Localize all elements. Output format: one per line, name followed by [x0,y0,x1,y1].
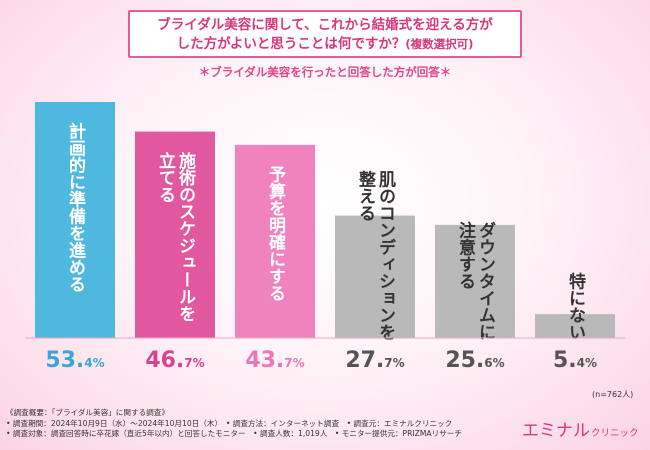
footer-line-3: • 調査対象：調査回答時に卒花嫁（直近5年以内）と回答したモニター • 調査人数… [6,429,462,438]
title-suffix: (複数選択可) [405,37,474,51]
bar-1 [35,102,115,338]
footer-line-2: • 調査期間：2024年10月9日（水）〜2024年10月10日（木） • 調査… [6,418,453,428]
bar-label-2-1: 施術のスケジュールを [175,151,197,322]
bar-4 [335,215,415,338]
bar-label-4-1: 肌のコンディションを [375,170,396,340]
title-line-1: ブライダル美容に関して、これから結婚式を迎える方が [157,17,493,33]
logo-main: エミナル [522,421,590,441]
title-line-2: した方がよいと思うことは何ですか？(複数選択可) [130,35,520,54]
bar-2 [135,131,215,338]
value-label-3: 43.7% [245,348,304,373]
logo-sub: クリニック [591,428,639,439]
value-label-5: 25.6% [445,348,504,373]
footer-line-1: 《調査概要：「ブライダル美容」に関する調査》 [6,408,169,417]
bar-label-1-1: 計画的に準備を進める [65,121,86,292]
survey-footer: 《調査概要：「ブライダル美容」に関する調査》 • 調査期間：2024年10月9日… [6,408,526,440]
title-line-2-main: した方がよいと思うことは何ですか？ [176,36,406,52]
value-label-6: 5.4% [553,348,597,373]
bar-label-2-2: 立てる [155,151,176,203]
value-label-4: 27.7% [345,348,404,373]
bar-label-6-1: 特にない [565,271,586,340]
bar-label-5-1: ダウンタイムに [475,220,496,340]
chart-title-box: ブライダル美容に関して、これから結婚式を迎える方が した方がよいと思うことは何で… [128,10,522,58]
respondent-note: ＊ブライダル美容を行ったと回答した方が回答＊ [198,65,452,79]
bar-label-5-2: 注意する [455,220,476,289]
bar-3 [235,144,315,338]
value-label-2: 46.7% [145,348,204,373]
value-label-1: 53.4% [45,348,104,373]
bar-5 [435,224,515,338]
bar-6 [535,314,615,338]
bar-label-3-1: 予算を明確にする [265,165,287,301]
sample-size-label: (n=762人) [592,390,634,399]
clinic-logo: エミナルクリニック [522,416,639,441]
bar-label-4-2: 整える [355,169,376,221]
